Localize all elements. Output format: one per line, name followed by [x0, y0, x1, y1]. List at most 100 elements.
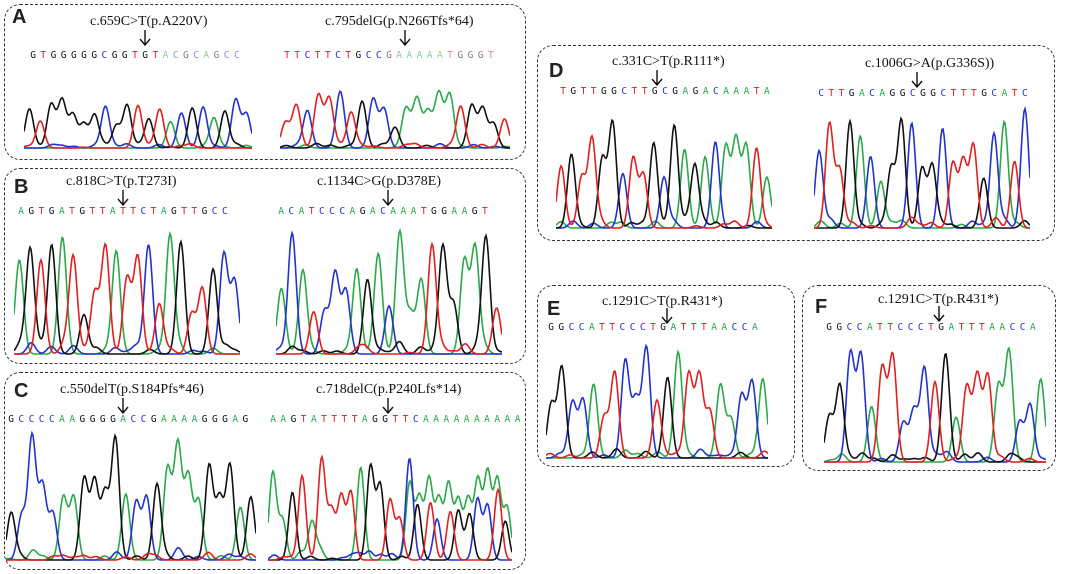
base-letter: A: [191, 414, 198, 425]
base-letter: T: [650, 322, 656, 333]
down-arrow-icon: [399, 30, 411, 46]
mutation-label-b1: c.818C>T(p.T273I): [66, 174, 177, 189]
base-letter: A: [416, 50, 423, 61]
base-letter: G: [171, 206, 177, 217]
base-letter: A: [1001, 88, 1008, 99]
base-letter: A: [443, 414, 450, 425]
base-letter: G: [242, 414, 249, 425]
trace-curve-t: [268, 454, 512, 561]
base-letter: A: [451, 206, 458, 217]
base-letter: C: [1009, 322, 1016, 333]
base-letter: A: [181, 414, 188, 425]
base-letter: T: [300, 414, 307, 425]
base-letter: A: [280, 414, 287, 425]
base-letter: G: [826, 322, 832, 333]
base-letter: C: [1021, 88, 1028, 99]
base-letter: C: [193, 50, 199, 61]
base-letter: C: [818, 88, 824, 99]
base-letter: C: [940, 88, 947, 99]
base-letter: T: [69, 206, 75, 217]
base-letter: G: [558, 322, 565, 333]
trace-curve-c: [546, 343, 768, 459]
base-letter: T: [828, 88, 835, 99]
base-letter: T: [609, 322, 616, 333]
base-letter: G: [91, 50, 98, 61]
base-letter: T: [487, 50, 494, 61]
base-letter: A: [461, 206, 468, 217]
base-letter: A: [866, 322, 873, 333]
base-letter: A: [879, 88, 886, 99]
base-letter: T: [99, 206, 106, 217]
base-letter: G: [899, 88, 906, 99]
base-letter: T: [701, 322, 707, 333]
base-letter: A: [59, 414, 65, 425]
panel-label-d: D: [549, 60, 564, 82]
mutation-label-c1: c.550delT(p.S184Pfs*46): [60, 382, 204, 397]
base-letter: C: [731, 322, 738, 333]
base-letter: G: [930, 88, 937, 99]
base-letter: C: [38, 414, 45, 425]
panel-b: [4, 168, 526, 364]
base-letter: G: [359, 206, 366, 217]
base-letter: T: [181, 206, 187, 217]
base-letter: C: [339, 206, 346, 217]
base-letter: T: [599, 322, 605, 333]
trace-curve-c: [280, 89, 510, 149]
base-letter: A: [733, 86, 740, 97]
base-letter: G: [382, 414, 389, 425]
base-letter: T: [321, 414, 327, 425]
chromatogram-trace-b1: [14, 230, 240, 355]
base-letter: A: [270, 414, 276, 425]
base-letter: G: [81, 50, 87, 61]
base-letter: G: [183, 50, 189, 61]
base-letter: T: [132, 50, 138, 61]
base-letter: T: [314, 50, 321, 61]
base-letter: G: [201, 206, 208, 217]
panel-label-c: C: [14, 380, 29, 402]
base-letter: A: [109, 206, 116, 217]
base-letter: T: [580, 86, 587, 97]
base-letter: G: [548, 322, 554, 333]
base-letter: T: [968, 322, 975, 333]
base-letter: T: [284, 50, 290, 61]
base-letter: A: [743, 86, 750, 97]
trace-curve-t: [546, 369, 768, 459]
base-letter: C: [172, 50, 179, 61]
down-arrow-icon: [933, 306, 945, 322]
base-letter: A: [1029, 322, 1036, 333]
base-letter: G: [89, 414, 96, 425]
base-letter: C: [909, 88, 916, 99]
base-letter: C: [917, 322, 924, 333]
mutation-label-b2: c.1134C>G(p.D378E): [317, 174, 442, 189]
mutation-label-d2: c.1006G>A(p.G336S)): [865, 56, 995, 71]
base-letter: C: [223, 50, 230, 61]
trace-curve-c: [6, 430, 256, 561]
base-letter: C: [48, 414, 55, 425]
trace-curve-g: [556, 118, 772, 229]
base-letter: C: [741, 322, 748, 333]
panel-e: [537, 285, 795, 467]
base-letter: C: [28, 414, 35, 425]
base-letter: T: [753, 86, 760, 97]
trace-curve-t: [14, 242, 240, 355]
base-letter: G: [660, 322, 667, 333]
trace-curve-g: [824, 352, 1046, 463]
base-letter: C: [856, 322, 863, 333]
base-letter: G: [222, 414, 228, 425]
base-letter: G: [600, 86, 607, 97]
base-letter: G: [79, 206, 86, 217]
base-letter: A: [763, 86, 770, 97]
base-letter: A: [711, 322, 717, 333]
trace-curve-t: [814, 120, 1030, 229]
base-letter: A: [171, 414, 177, 425]
base-letter: A: [396, 50, 403, 61]
base-letter: G: [836, 322, 843, 333]
trace-curve-t: [824, 351, 1046, 463]
base-letter: G: [477, 50, 484, 61]
base-letter: T: [345, 50, 352, 61]
base-letter: C: [335, 50, 341, 61]
